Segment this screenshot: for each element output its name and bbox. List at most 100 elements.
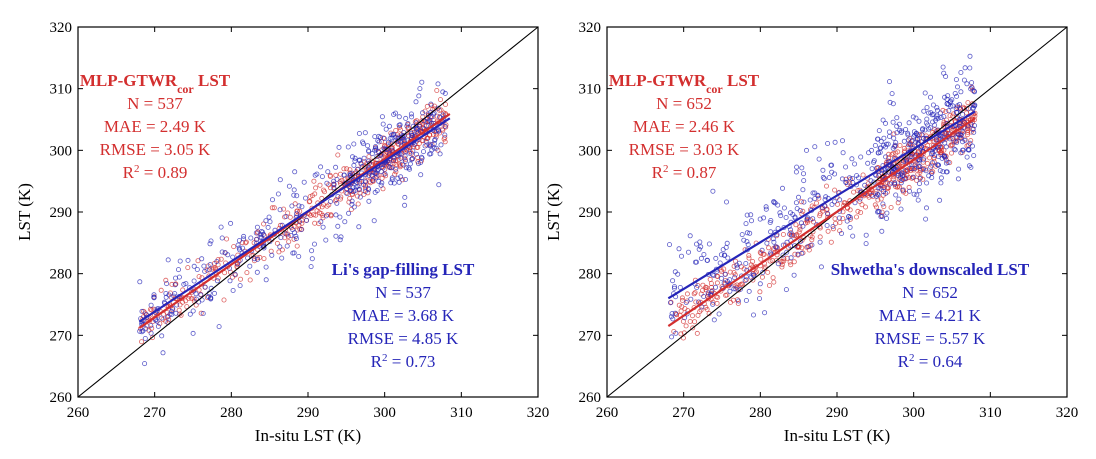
red-point xyxy=(380,135,386,141)
blue-point xyxy=(442,90,448,96)
x-tick-label: 300 xyxy=(373,405,396,421)
blue-point xyxy=(887,99,893,105)
red-point xyxy=(419,118,425,124)
blue-point xyxy=(357,194,363,200)
blue-point xyxy=(428,120,434,126)
red-point xyxy=(825,228,831,234)
blue-point xyxy=(379,114,385,120)
blue-point xyxy=(402,138,408,144)
blue-point xyxy=(917,181,923,187)
blue-point xyxy=(376,139,382,145)
blue-point xyxy=(191,263,197,269)
blue-point xyxy=(331,185,337,191)
blue-point xyxy=(768,217,774,223)
blue-point xyxy=(388,165,394,171)
red-point xyxy=(397,124,403,130)
blue-point xyxy=(419,79,425,85)
blue-point xyxy=(768,250,774,256)
blue-point xyxy=(871,158,877,164)
blue-point xyxy=(770,236,776,242)
blue-point xyxy=(342,219,348,225)
red-point xyxy=(781,256,787,262)
blue-point xyxy=(796,194,802,200)
blue-point xyxy=(818,264,824,270)
red-point xyxy=(312,220,318,226)
red-point xyxy=(687,318,693,324)
blue-point xyxy=(320,224,326,230)
blue-point xyxy=(777,210,783,216)
blue-point xyxy=(151,294,157,300)
red-point xyxy=(185,265,191,271)
red-point xyxy=(840,216,846,222)
red-point xyxy=(311,178,317,184)
blue-point xyxy=(941,114,947,120)
red-point xyxy=(180,299,186,305)
blue-point xyxy=(797,239,803,245)
blue-point xyxy=(710,188,716,194)
blue-fit-line xyxy=(138,117,451,323)
red-point xyxy=(698,307,704,313)
stats-mae: MAE = 3.68 K xyxy=(352,306,455,325)
red-point xyxy=(680,297,686,303)
blue-point xyxy=(869,147,875,153)
blue-point xyxy=(236,238,242,244)
y-tick-label: 260 xyxy=(579,390,602,406)
blue-point xyxy=(731,286,737,292)
blue-point xyxy=(771,239,777,245)
red-point xyxy=(690,325,696,331)
red-point xyxy=(261,256,267,262)
red-point xyxy=(857,187,863,193)
red-point xyxy=(196,274,202,280)
blue-point xyxy=(899,128,905,134)
blue-point xyxy=(836,215,842,221)
blue-point xyxy=(970,126,976,132)
red-point xyxy=(333,172,339,178)
blue-point xyxy=(165,257,171,263)
blue-point xyxy=(737,286,743,292)
blue-point xyxy=(673,330,679,336)
red-point xyxy=(889,152,895,158)
blue-point xyxy=(277,207,283,213)
blue-point xyxy=(190,308,196,314)
blue-point xyxy=(954,139,960,145)
blue-point xyxy=(290,250,296,256)
blue-point xyxy=(745,242,751,248)
blue-point xyxy=(812,144,818,150)
red-point xyxy=(757,289,763,295)
blue-point xyxy=(912,166,918,172)
red-point xyxy=(857,198,863,204)
x-tick-label: 310 xyxy=(450,405,473,421)
blue-point xyxy=(787,231,793,237)
blue-point xyxy=(824,222,830,228)
red-point xyxy=(692,319,698,325)
stats-rmse: RMSE = 3.05 K xyxy=(100,140,211,159)
blue-fit-line xyxy=(667,110,976,300)
x-tick-label: 310 xyxy=(979,405,1002,421)
blue-point xyxy=(375,166,381,172)
blue-point xyxy=(791,272,797,278)
blue-point xyxy=(955,176,961,182)
blue-point xyxy=(668,300,674,306)
blue-point xyxy=(177,258,183,264)
blue-point xyxy=(907,153,913,159)
blue-point xyxy=(964,81,970,87)
red-point xyxy=(328,212,334,218)
blue-point xyxy=(185,257,191,263)
red-point xyxy=(833,220,839,226)
red-point xyxy=(234,263,240,269)
blue-point xyxy=(218,224,224,230)
blue-point xyxy=(957,102,963,108)
blue-point xyxy=(402,194,408,200)
blue-point xyxy=(717,260,723,266)
red-point xyxy=(714,300,720,306)
blue-point xyxy=(801,178,807,184)
x-tick-label: 320 xyxy=(527,405,550,421)
blue-point xyxy=(907,188,913,194)
red-point xyxy=(374,157,380,163)
blue-point xyxy=(922,127,928,133)
blue-point xyxy=(389,175,395,181)
blue-point xyxy=(713,255,719,261)
red-point xyxy=(837,219,843,225)
blue-point xyxy=(741,237,747,243)
blue-point xyxy=(337,237,343,243)
